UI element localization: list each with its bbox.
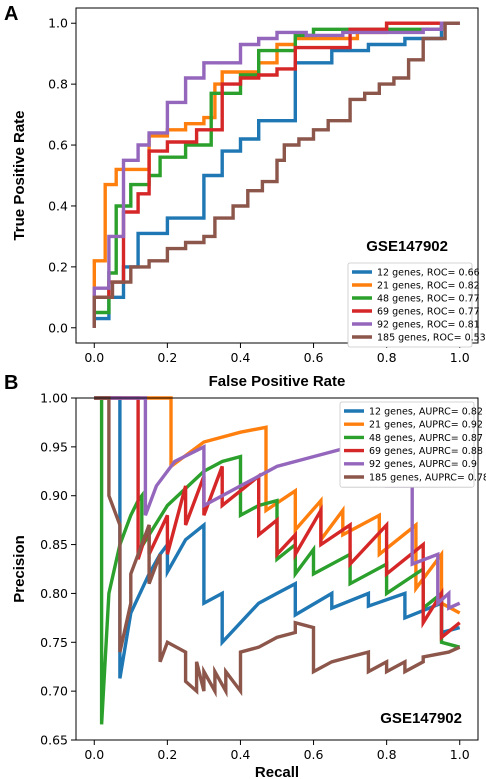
panel-a-x-tick-label: 0.6 xyxy=(304,350,324,365)
panel-b-series-line-0 xyxy=(94,396,461,679)
panel-b-legend-entry-1: 21 genes, AUPRC= 0.92 xyxy=(369,420,483,431)
panel-a-plot-frame xyxy=(75,7,479,344)
panel-b-series-line-5 xyxy=(94,396,461,698)
panel-b-series-line-3 xyxy=(94,396,461,641)
panel-b-plot-frame xyxy=(75,397,479,741)
panel-a-x-axis-label: False Positive Rate xyxy=(209,373,346,390)
panel-b-legend-box xyxy=(339,401,475,488)
panel-b-legend: 12 genes, AUPRC= 0.82 21 genes, AUPRC= 0.… xyxy=(339,401,486,488)
precision-recall-chart: 0.0 0.2 0.4 0.6 0.8 1.0 0.65 0.70 0.75 0.80 0.85 0.… xyxy=(11,391,486,779)
panel-b-legend-entry-3: 69 genes, AUPRC= 0.88 xyxy=(369,446,483,457)
panel-a-y-tick-label: 0.8 xyxy=(48,77,68,92)
panel-b-legend-entry-2: 48 genes, AUPRC= 0.87 xyxy=(369,433,483,444)
panel-b-x-tick-label: 0.8 xyxy=(377,747,397,762)
panel-b-y-tick-label: 0.65 xyxy=(40,733,68,748)
panel-b-legend-entry-4: 92 genes, AUPRC= 0.9 xyxy=(369,459,477,470)
panel-b-y-tick-label: 0.95 xyxy=(40,439,68,454)
panel-a-y-tick-label: 0.2 xyxy=(48,259,68,274)
panel-b-x-axis-label: Recall xyxy=(255,764,299,779)
panel-b-y-tick-label: 0.85 xyxy=(40,537,68,552)
panel-a-x-tick-label: 0.4 xyxy=(231,350,251,365)
panel-a-legend-entry-2: 48 genes, ROC= 0.77 xyxy=(377,293,480,304)
panel-a-legend-entry-0: 12 genes, ROC= 0.66 xyxy=(377,267,480,278)
panel-a-y-tick-label: 0.4 xyxy=(48,198,68,213)
panel-a-y-tick-label: 0.0 xyxy=(48,320,68,335)
panel-a-x-tick-label: 0.2 xyxy=(157,350,177,365)
panel-a-y-tick-label: 0.6 xyxy=(48,138,68,153)
panel-a-legend: 12 genes, ROC= 0.66 21 genes, ROC= 0.82 48… xyxy=(347,262,486,348)
panel-b-y-axis-label: Precision xyxy=(11,535,28,603)
roc-chart: 0.0 0.2 0.4 0.6 0.8 1.0 0.0 0.2 0.4 0.6 0.8 1.0 Fals… xyxy=(11,7,486,390)
panel-b-y-tick-label: 0.80 xyxy=(40,586,68,601)
panel-a-legend-entry-4: 92 genes, ROC= 0.81 xyxy=(377,319,480,330)
panel-a-series-line-2 xyxy=(92,21,460,328)
panel-b-x-tick-label: 0.6 xyxy=(304,747,324,762)
panel-b-series-line-4 xyxy=(94,396,461,611)
panel-b-x-tick-label: 0.2 xyxy=(157,747,177,762)
panel-a-dataset-annotation: GSE147902 xyxy=(366,238,448,255)
panel-a-letter: A xyxy=(4,3,18,25)
panel-a-x-tick-label: 0.0 xyxy=(84,350,104,365)
panel-a-series-line-4 xyxy=(92,21,460,328)
panel-b-y-tick-label: 1.00 xyxy=(40,391,68,406)
panel-b-y-tick-label: 0.70 xyxy=(40,684,68,699)
panel-a-y-axis-label: True Positive Rate xyxy=(11,110,28,240)
panel-b-y-tick-label: 0.75 xyxy=(40,635,68,650)
panel-b-legend-entry-5: 185 genes, AUPRC= 0.78 xyxy=(369,472,486,483)
panel-b-letter: B xyxy=(4,372,18,394)
panel-a-x-tick-label: 1.0 xyxy=(450,350,470,365)
panel-a-legend-box xyxy=(347,262,473,348)
panel-b-legend-entry-0: 12 genes, AUPRC= 0.82 xyxy=(369,406,483,417)
panel-a-legend-entry-5: 185 genes, ROC= 0.53 xyxy=(377,332,486,343)
panel-a-legend-entry-3: 69 genes, ROC= 0.77 xyxy=(377,306,480,317)
panel-b-series-line-2 xyxy=(94,396,461,725)
panel-b-x-tick-label: 1.0 xyxy=(450,747,470,762)
panel-a-legend-entry-1: 21 genes, ROC= 0.82 xyxy=(377,280,480,291)
panel-a-y-tick-label: 1.0 xyxy=(48,16,68,31)
panel-a-series-line-1 xyxy=(92,21,460,328)
panel-a-x-tick-label: 0.8 xyxy=(377,350,397,365)
panel-a-series-line-5 xyxy=(92,21,460,328)
panel-b-x-tick-label: 0.0 xyxy=(84,747,104,762)
panel-b-x-tick-label: 0.4 xyxy=(231,747,251,762)
panel-b-y-tick-label: 0.90 xyxy=(40,488,68,503)
panel-b-dataset-annotation: GSE147902 xyxy=(380,710,462,727)
